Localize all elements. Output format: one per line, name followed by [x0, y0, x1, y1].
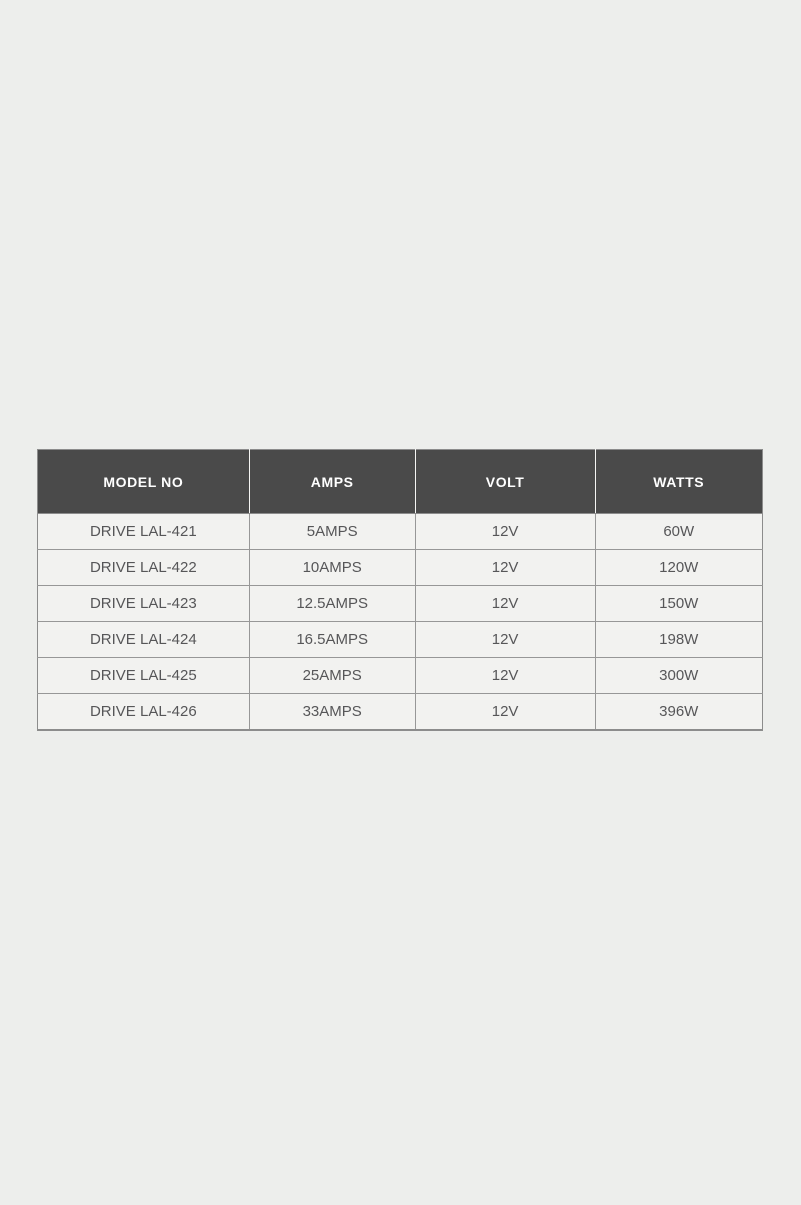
table-cell: 300W: [594, 657, 763, 694]
table-row: DRIVE LAL-424 16.5AMPS 12V 198W: [37, 621, 763, 658]
spec-table: MODEL NO AMPS VOLT WATTS DRIVE LAL-421 5AMPS…: [37, 449, 763, 731]
table-cell: DRIVE LAL-424: [37, 621, 250, 658]
table-cell: 16.5AMPS: [248, 621, 416, 658]
table-cell: 396W: [594, 693, 763, 731]
table-cell: 150W: [594, 585, 763, 622]
table-cell: 12V: [414, 657, 596, 694]
table-cell: 5AMPS: [248, 513, 416, 550]
spec-table-body: DRIVE LAL-421 5AMPS 12V 60W DRIVE LAL-422 10A…: [37, 513, 763, 731]
table-cell: 120W: [594, 549, 763, 586]
column-header: VOLT: [414, 449, 595, 514]
table-row: DRIVE LAL-423 12.5AMPS 12V 150W: [37, 585, 763, 622]
column-header: MODEL NO: [37, 449, 250, 514]
header-row: MODEL NO AMPS VOLT WATTS: [37, 449, 763, 514]
column-header: AMPS: [248, 449, 416, 514]
table-cell: DRIVE LAL-423: [37, 585, 250, 622]
table-cell: 12V: [414, 549, 596, 586]
spec-table-container: MODEL NO AMPS VOLT WATTS DRIVE LAL-421 5AMPS…: [37, 449, 763, 731]
table-cell: DRIVE LAL-425: [37, 657, 250, 694]
table-cell: 60W: [594, 513, 763, 550]
spec-table-head: MODEL NO AMPS VOLT WATTS: [37, 449, 763, 514]
table-cell: 198W: [594, 621, 763, 658]
table-cell: DRIVE LAL-422: [37, 549, 250, 586]
table-row: DRIVE LAL-422 10AMPS 12V 120W: [37, 549, 763, 586]
table-cell: DRIVE LAL-421: [37, 513, 250, 550]
table-cell: 12V: [414, 621, 596, 658]
table-row: DRIVE LAL-426 33AMPS 12V 396W: [37, 693, 763, 731]
table-cell: DRIVE LAL-426: [37, 693, 250, 731]
table-cell: 12.5AMPS: [248, 585, 416, 622]
column-header: WATTS: [594, 449, 763, 514]
table-row: DRIVE LAL-425 25AMPS 12V 300W: [37, 657, 763, 694]
table-cell: 25AMPS: [248, 657, 416, 694]
table-cell: 10AMPS: [248, 549, 416, 586]
table-cell: 12V: [414, 513, 596, 550]
table-cell: 12V: [414, 693, 596, 731]
table-row: DRIVE LAL-421 5AMPS 12V 60W: [37, 513, 763, 550]
table-cell: 33AMPS: [248, 693, 416, 731]
table-cell: 12V: [414, 585, 596, 622]
